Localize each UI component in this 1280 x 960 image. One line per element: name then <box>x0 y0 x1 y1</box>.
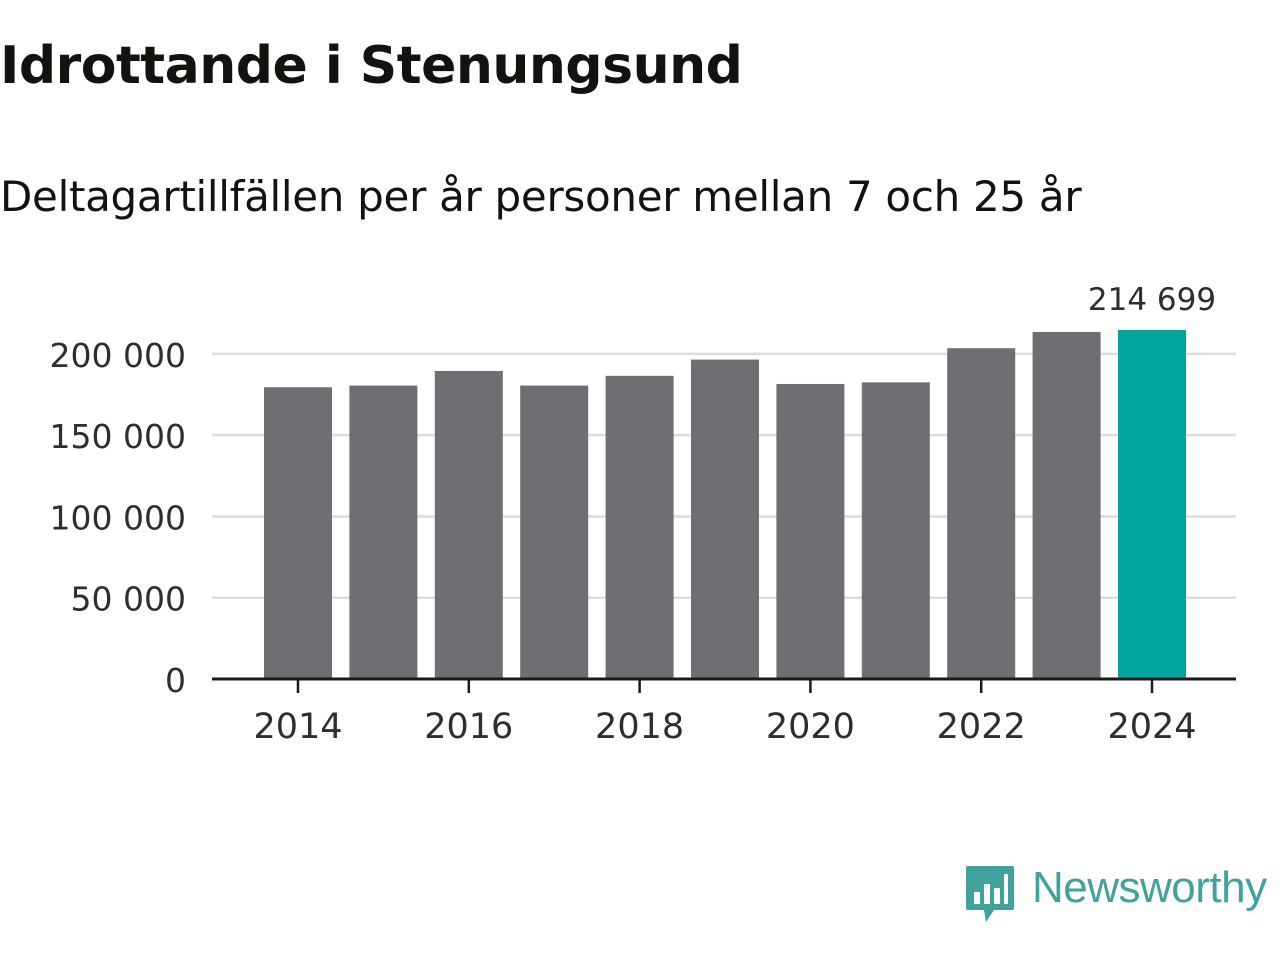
chart-title: Idrottande i Stenungsund <box>0 36 743 96</box>
bar-highlight <box>1118 330 1186 679</box>
bar <box>264 387 332 679</box>
bar <box>947 348 1016 679</box>
data-label: 214 699 <box>1088 282 1216 318</box>
bar <box>691 359 759 679</box>
bars <box>264 330 1186 679</box>
bar <box>520 385 589 679</box>
y-tick-label: 200 000 <box>50 336 186 375</box>
bar <box>776 383 845 679</box>
y-tick-label: 100 000 <box>50 498 186 537</box>
bar <box>434 370 503 679</box>
bar <box>605 375 674 679</box>
newsworthy-logo-icon <box>966 866 1014 922</box>
axes: 0 50 000 100 000 150 000 200 000 2014 2016 2018… <box>50 336 1236 747</box>
brand-logo[interactable]: Newsworthy <box>964 863 1267 926</box>
brand-name: Newsworthy <box>1032 863 1267 912</box>
x-tick-label: 2014 <box>253 707 342 747</box>
y-tick-label: 0 <box>165 661 186 700</box>
chart-subtitle: Deltagartillfällen per år personer mella… <box>0 172 1082 221</box>
x-tick-label: 2016 <box>424 707 513 747</box>
bar <box>1032 331 1101 679</box>
y-tick-label: 50 000 <box>71 580 186 619</box>
bar <box>349 385 418 679</box>
bar <box>861 382 930 679</box>
x-tick-label: 2024 <box>1107 707 1196 747</box>
x-tick-label: 2020 <box>766 707 855 747</box>
x-tick-label: 2022 <box>937 707 1026 747</box>
data-labels: 214 699 <box>1088 282 1216 318</box>
x-tick-label: 2018 <box>595 707 684 747</box>
y-tick-label: 150 000 <box>50 417 186 456</box>
bar-chart: 0 50 000 100 000 150 000 200 000 2014 2016 2018… <box>50 282 1236 747</box>
